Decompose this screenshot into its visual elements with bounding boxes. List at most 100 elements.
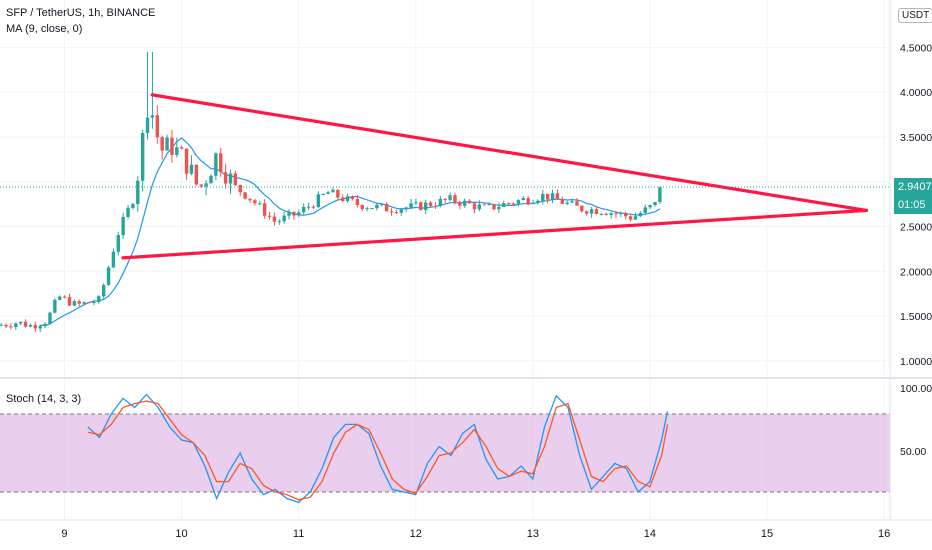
candle-body	[121, 216, 125, 236]
candle-body	[316, 194, 321, 208]
candle-body	[301, 207, 306, 213]
candle-body	[658, 187, 662, 203]
candle-body	[311, 206, 316, 208]
candle-body	[170, 137, 174, 155]
candle-body	[526, 198, 530, 204]
candle-body	[541, 193, 545, 201]
candle-body	[262, 203, 267, 216]
candle-body	[409, 203, 413, 208]
candle-body	[482, 204, 486, 206]
stoch-legend[interactable]: Stoch (14, 3, 3)	[6, 393, 82, 405]
candle-body	[184, 148, 189, 174]
x-tick-label: 9	[61, 528, 67, 540]
candle-body	[145, 117, 150, 133]
candle-body	[472, 203, 477, 210]
x-tick-label: 13	[527, 528, 539, 540]
candle-body	[97, 296, 101, 302]
candle-body	[419, 202, 423, 210]
candle-body	[53, 299, 57, 313]
candle-body	[638, 213, 643, 217]
candle-body	[511, 203, 516, 205]
candle-body	[43, 323, 47, 327]
candle-body	[531, 202, 535, 204]
candles-layer	[0, 51, 662, 333]
candle-body	[506, 203, 511, 205]
last-price-tag: 2.9407	[894, 178, 932, 197]
candle-body	[258, 203, 262, 205]
candle-body	[4, 324, 8, 327]
candle-body	[633, 216, 638, 220]
y-tick-label: 3.5000	[900, 132, 932, 144]
candle-body	[589, 209, 594, 214]
candle-body	[14, 323, 18, 327]
candle-body	[321, 194, 325, 196]
candle-body	[58, 296, 62, 300]
candle-body	[18, 321, 23, 324]
candle-body	[584, 211, 589, 214]
candle-body	[116, 235, 120, 252]
triangle-upper-line	[150, 93, 869, 213]
candle-body	[326, 192, 330, 195]
candle-body	[487, 203, 491, 205]
candle-body	[389, 211, 394, 213]
candle-body	[33, 325, 38, 329]
candle-body	[428, 202, 433, 207]
candle-body	[463, 200, 467, 206]
candle-body	[619, 213, 623, 215]
currency-badge[interactable]: USDT	[898, 8, 932, 23]
ma-line-layer	[40, 137, 661, 327]
candle-body	[609, 213, 613, 216]
stoch-d-line	[87, 400, 669, 501]
candle-body	[599, 213, 604, 215]
price-grid	[0, 0, 890, 520]
candle-body	[67, 297, 72, 306]
x-tick-label: 11	[293, 528, 304, 540]
candle-body	[350, 196, 355, 199]
candle-body	[9, 326, 13, 328]
candle-body	[550, 193, 555, 200]
x-tick-label: 16	[878, 528, 890, 540]
candle-body	[106, 267, 111, 285]
candle-body	[355, 198, 360, 205]
stoch-panel	[0, 393, 890, 504]
candle-body	[404, 207, 408, 210]
candle-body	[248, 198, 252, 201]
candle-body	[82, 302, 86, 304]
candle-body	[516, 200, 521, 204]
stoch-tick-label: 50.00	[900, 446, 926, 458]
candle-body	[180, 147, 184, 149]
candle-body	[155, 115, 160, 138]
candle-body	[277, 221, 282, 223]
candle-body	[477, 204, 482, 210]
candle-body	[160, 137, 164, 151]
stoch-tick-label: 100.00	[900, 383, 932, 395]
candle-body	[189, 164, 194, 174]
candle-body	[267, 215, 272, 217]
candle-body	[467, 200, 472, 204]
candle-body	[443, 198, 447, 200]
candle-body	[580, 205, 584, 212]
candle-body	[360, 204, 364, 210]
candle-body	[23, 321, 28, 327]
candle-body	[365, 208, 369, 210]
candle-body	[233, 173, 238, 185]
candle-body	[497, 206, 501, 210]
candle-body	[140, 132, 145, 181]
candle-countdown-tag: 01:05	[894, 196, 932, 215]
y-tick-label: 4.0000	[900, 87, 932, 99]
triangle-lower-line	[121, 208, 869, 260]
candle-body	[150, 115, 155, 118]
candle-body	[48, 312, 52, 324]
candle-body	[423, 202, 428, 210]
candle-body	[536, 200, 540, 203]
candle-body	[126, 207, 130, 217]
symbol-legend[interactable]: SFP / TetherUS, 1h, BINANCE	[6, 7, 156, 19]
candle-body	[555, 193, 560, 200]
candle-body	[0, 324, 3, 326]
ma-legend[interactable]: MA (9, close, 0)	[6, 23, 83, 35]
candle-body	[223, 172, 228, 184]
candle-body	[87, 302, 91, 304]
candle-body	[199, 184, 203, 187]
candle-body	[297, 212, 301, 216]
